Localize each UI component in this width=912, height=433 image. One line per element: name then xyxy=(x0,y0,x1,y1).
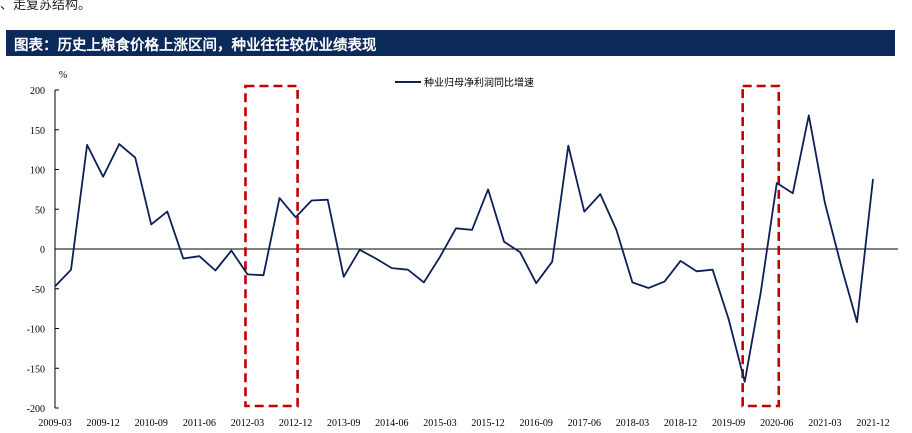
x-tick-label: 2012-03 xyxy=(231,418,264,429)
x-axis: 2009-03 2009-12 2010-09 2011-06 2012-03 2012-… xyxy=(38,248,898,429)
y-tick-label: -200 xyxy=(27,404,45,415)
x-tick-label: 2009-12 xyxy=(86,418,119,429)
x-tick-label: 2017-06 xyxy=(568,418,601,429)
y-axis: % 200 150 100 50 0 -50 -100 -150 -200 xyxy=(27,70,68,415)
x-tick-label: 2018-12 xyxy=(664,418,697,429)
x-tick-label: 2015-12 xyxy=(471,418,504,429)
y-axis-unit: % xyxy=(59,70,67,81)
y-tick-label: -50 xyxy=(32,285,45,296)
y-tick-label: -150 xyxy=(27,364,45,375)
chart-title-bar: 图表：历史上粮食价格上涨区间，种业往往较优业绩表现 xyxy=(6,30,895,56)
y-tick-label: 150 xyxy=(30,126,45,137)
y-tick-label: 0 xyxy=(40,245,45,256)
x-tick-label: 2013-09 xyxy=(327,418,360,429)
legend: 种业归母净利润同比增速 xyxy=(395,76,534,89)
series-line xyxy=(54,114,874,383)
top-text-fragment: 、走复苏结构。 xyxy=(0,0,92,13)
y-tick-label: 100 xyxy=(30,166,45,177)
x-tick-label: 2021-12 xyxy=(856,418,889,429)
series-lines xyxy=(54,114,874,383)
y-tick-label: 200 xyxy=(30,86,45,97)
x-tick-label: 2012-12 xyxy=(279,418,312,429)
x-tick-label: 2014-06 xyxy=(375,418,408,429)
chart-title: 图表：历史上粮食价格上涨区间，种业往往较优业绩表现 xyxy=(14,38,377,54)
legend-label: 种业归母净利润同比增速 xyxy=(424,76,534,89)
x-tick-label: 2015-03 xyxy=(423,418,456,429)
y-tick-label: 50 xyxy=(35,205,45,216)
x-tick-label: 2021-03 xyxy=(808,418,841,429)
x-tick-label: 2011-06 xyxy=(183,418,216,429)
highlight-boxes xyxy=(244,84,781,408)
x-tick-label: 2010-09 xyxy=(135,418,168,429)
x-tick-label: 2016-09 xyxy=(520,418,553,429)
x-tick-label: 2019-09 xyxy=(712,418,745,429)
x-tick-label: 2009-03 xyxy=(38,418,71,429)
highlight-box xyxy=(244,84,299,408)
x-tick-label: 2018-03 xyxy=(616,418,649,429)
y-tick-label: -100 xyxy=(27,325,45,336)
x-tick-label: 2020-06 xyxy=(760,418,793,429)
highlight-box xyxy=(741,84,781,408)
